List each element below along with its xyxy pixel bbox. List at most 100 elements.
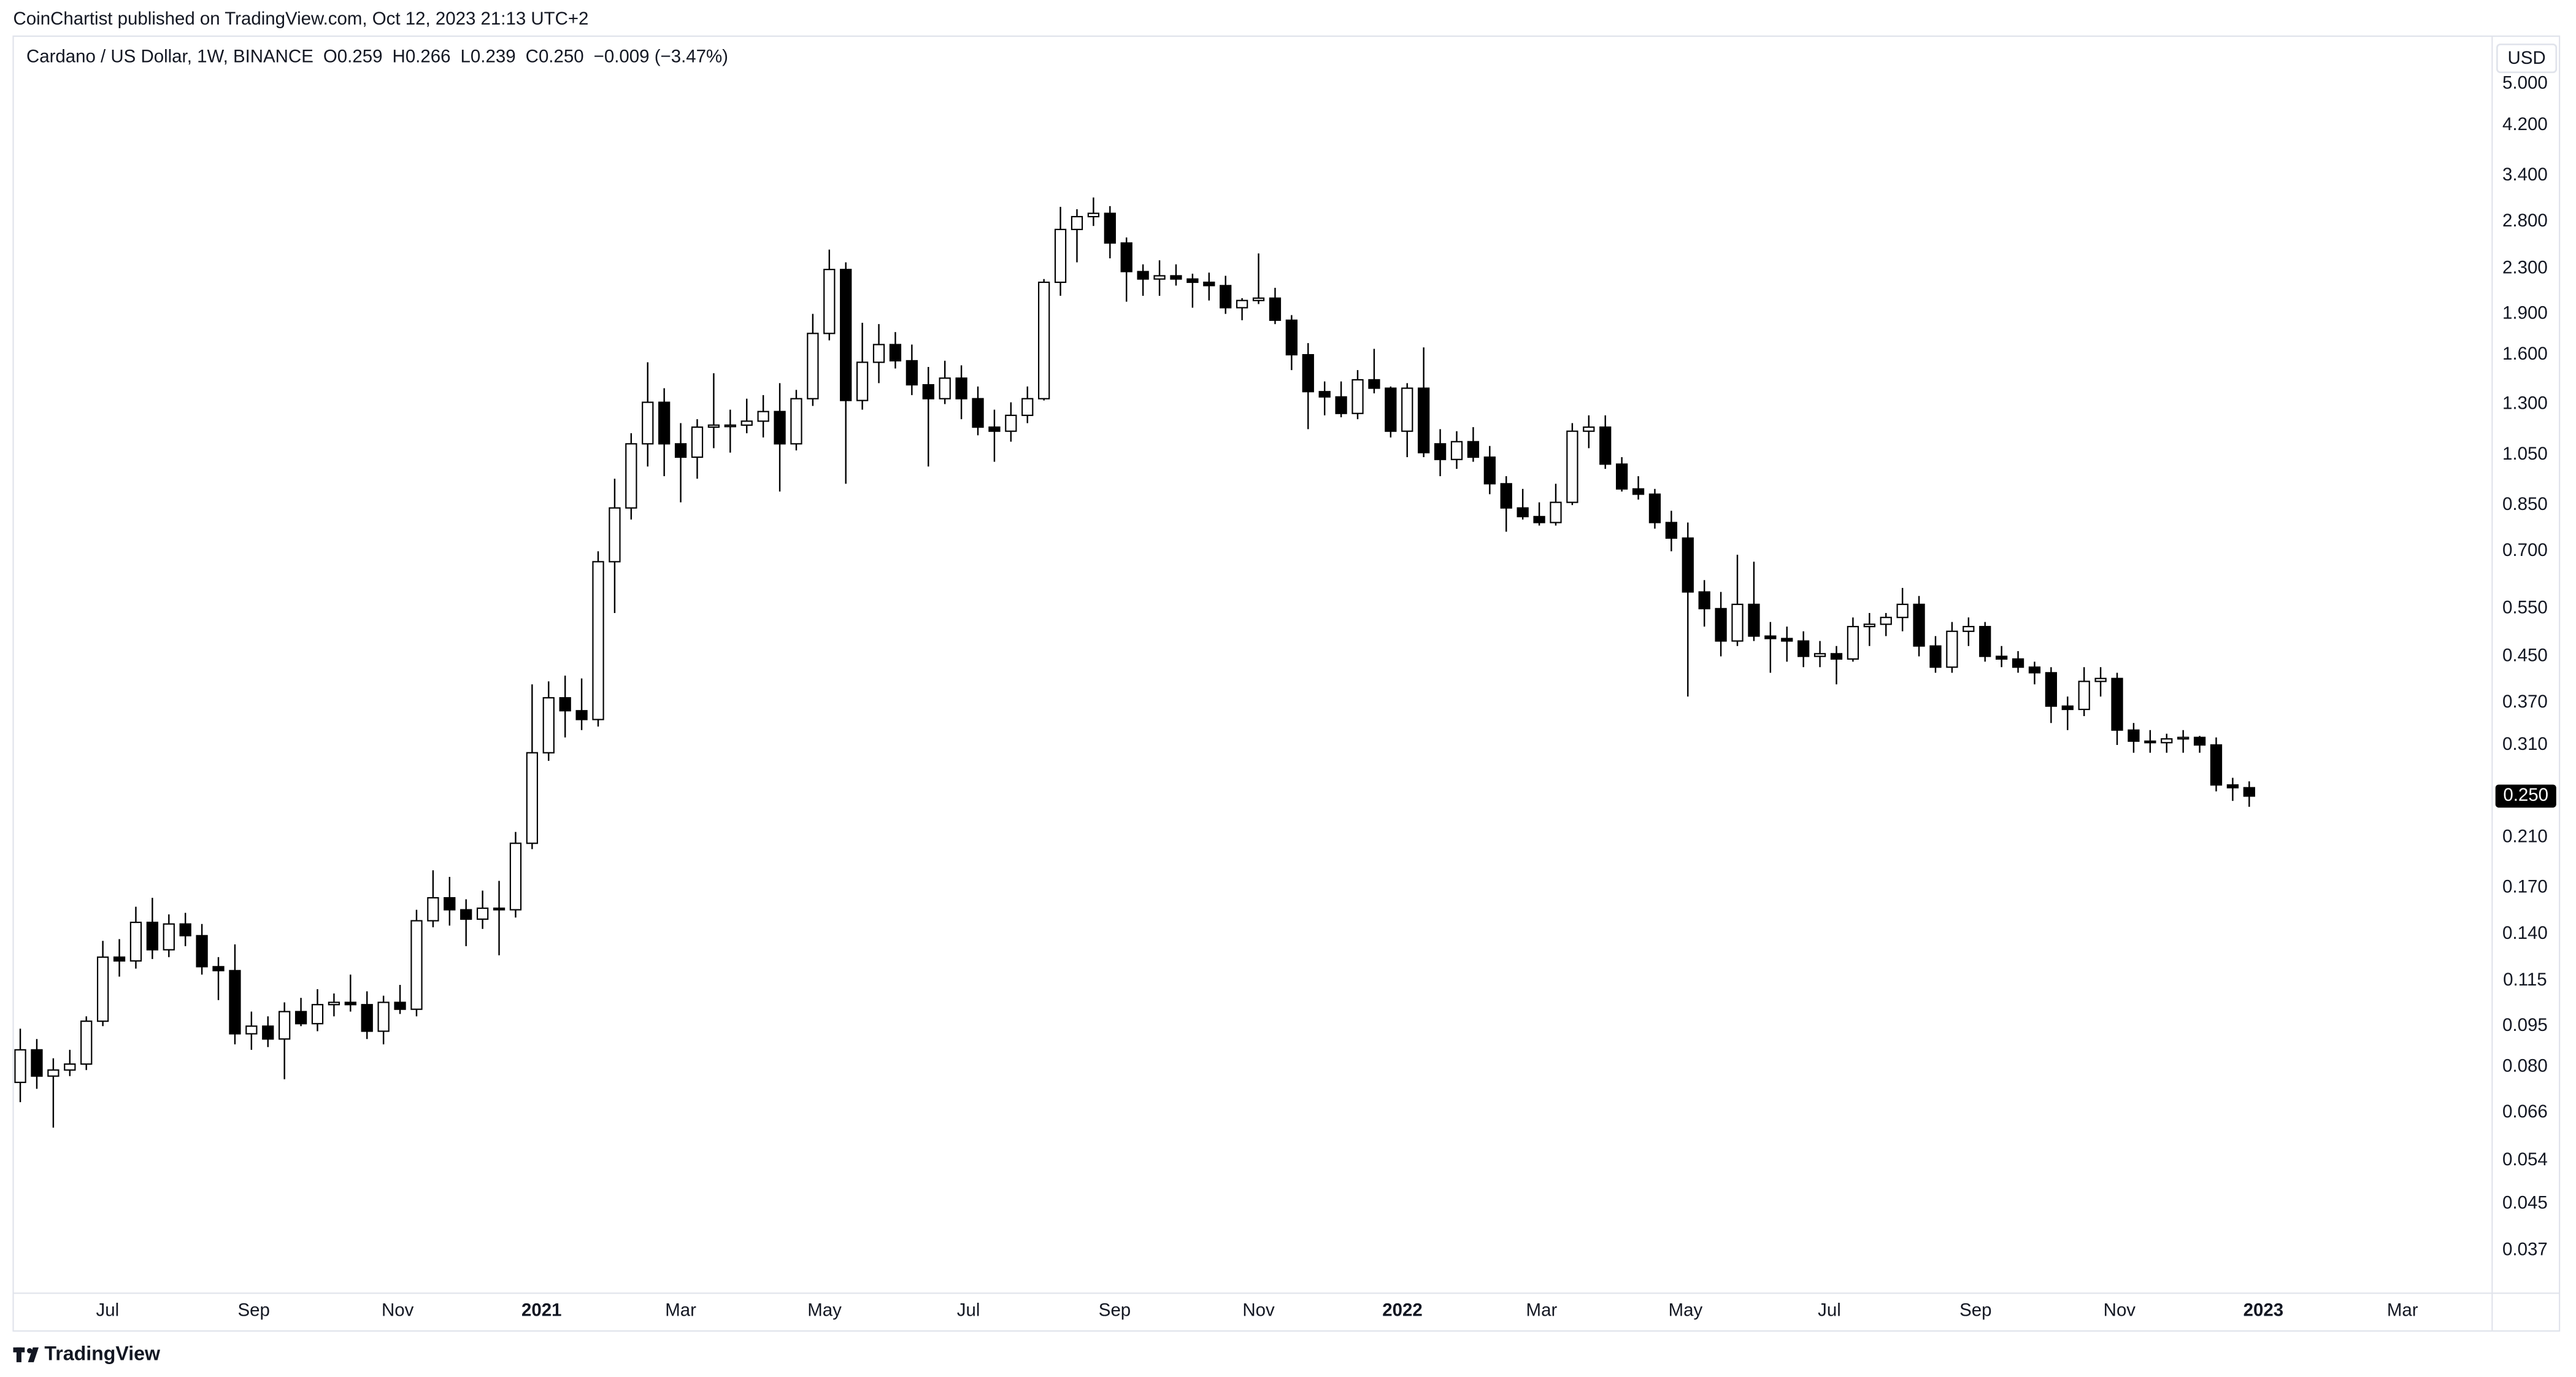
candle-body — [872, 344, 885, 363]
y-tick-label: 0.140 — [2502, 923, 2548, 943]
candle-body — [1781, 638, 1793, 642]
high-label: H0.266 — [393, 47, 451, 67]
candle-body — [840, 269, 852, 401]
candle-body — [311, 1004, 324, 1025]
candle-body — [245, 1025, 258, 1035]
candle-body — [179, 923, 191, 936]
candle-body — [328, 1001, 340, 1006]
candle-body — [1847, 626, 1859, 660]
candle-body — [1153, 275, 1166, 280]
candle-body — [1418, 387, 1430, 453]
candle-body — [64, 1063, 76, 1071]
candle-body — [212, 966, 225, 971]
candle-body — [625, 443, 637, 509]
candle-body — [575, 710, 588, 720]
y-tick-label: 0.080 — [2502, 1056, 2548, 1076]
currency-label[interactable]: USD — [2507, 48, 2545, 68]
candle-body — [2226, 784, 2239, 789]
y-tick-label: 1.900 — [2502, 303, 2548, 323]
candle-body — [1434, 443, 1447, 460]
candle-body — [14, 1049, 26, 1083]
candle-body — [1186, 278, 1199, 284]
y-tick-label: 1.600 — [2502, 344, 2548, 364]
candle-body — [955, 377, 967, 399]
y-tick-label: 0.066 — [2502, 1101, 2548, 1122]
candle-body — [344, 1001, 356, 1006]
candle-body — [1285, 319, 1298, 356]
candle-body — [740, 420, 753, 426]
logo-slash — [28, 1347, 39, 1362]
candle-body — [2177, 736, 2190, 740]
candle-body — [113, 956, 126, 962]
logo-dot — [27, 1348, 33, 1354]
candle-body — [129, 922, 142, 962]
candle-body — [1748, 603, 1760, 637]
y-tick-label: 1.300 — [2502, 393, 2548, 413]
candle-body — [823, 269, 836, 334]
y-tick-label: 0.095 — [2502, 1015, 2548, 1035]
candle-body — [691, 426, 704, 458]
x-tick-label: May — [1669, 1300, 1703, 1321]
candle-body — [1979, 626, 1991, 657]
candle-body — [1269, 297, 1282, 321]
candle-body — [1500, 483, 1512, 509]
currency-box[interactable] — [2496, 43, 2558, 74]
candle-body — [1005, 414, 1017, 432]
candle-body — [410, 920, 423, 1010]
change-label: −0.009 (−3.47%) — [594, 47, 728, 67]
candle-body — [1715, 608, 1727, 642]
candle-body — [2111, 677, 2123, 731]
candle-body — [427, 897, 439, 922]
candle-body — [31, 1049, 43, 1077]
x-tick-label: 2022 — [1382, 1300, 1423, 1321]
candle-body — [1252, 297, 1265, 301]
candle-body — [1764, 635, 1777, 639]
x-tick-label: Nov — [1242, 1300, 1275, 1321]
candle-body — [1583, 426, 1595, 432]
y-tick-label: 0.210 — [2502, 827, 2548, 847]
candle-body — [939, 377, 951, 399]
candle-body — [1203, 281, 1215, 287]
candle-body — [1533, 515, 1545, 523]
candle-body — [807, 333, 819, 399]
candle-body — [1220, 285, 1232, 309]
candle-body — [1021, 398, 1034, 416]
candle-body — [1236, 299, 1248, 309]
candle-body — [559, 697, 571, 712]
y-tick-label: 2.800 — [2502, 210, 2548, 231]
candle-body — [1170, 275, 1182, 280]
x-tick-label: Mar — [1526, 1300, 1558, 1321]
candle-body — [774, 411, 786, 445]
candle-body — [757, 411, 769, 422]
x-tick-label: Jul — [96, 1300, 119, 1321]
candle-body — [163, 923, 175, 951]
open-label: O0.259 — [323, 47, 383, 67]
candle-body — [1682, 537, 1694, 593]
y-tick-label: 3.400 — [2502, 164, 2548, 185]
candle-body — [294, 1011, 307, 1025]
candle-body — [444, 897, 456, 911]
last-price-tag — [2495, 784, 2556, 808]
brand-logo — [13, 1347, 39, 1362]
candle-body — [2144, 740, 2156, 744]
low-label: L0.239 — [461, 47, 516, 67]
candle-body — [1467, 441, 1480, 458]
y-tick-label: 0.850 — [2502, 494, 2548, 514]
candle-body — [80, 1020, 93, 1065]
candle-body — [2094, 677, 2107, 682]
close-label: C0.250 — [526, 47, 584, 67]
y-tick-label: 0.170 — [2502, 877, 2548, 897]
candle-body — [674, 443, 687, 458]
brand-name: TradingView — [44, 1342, 161, 1364]
candle-body — [377, 1001, 390, 1032]
x-tick-label: May — [807, 1300, 842, 1321]
candle-body — [658, 401, 671, 445]
candle-body — [1896, 603, 1909, 619]
candle-body — [1929, 645, 1942, 668]
candle-body — [1913, 603, 1925, 647]
candle-body — [1863, 623, 1875, 628]
candle-body — [1550, 501, 1562, 523]
candle-body — [394, 1001, 406, 1010]
